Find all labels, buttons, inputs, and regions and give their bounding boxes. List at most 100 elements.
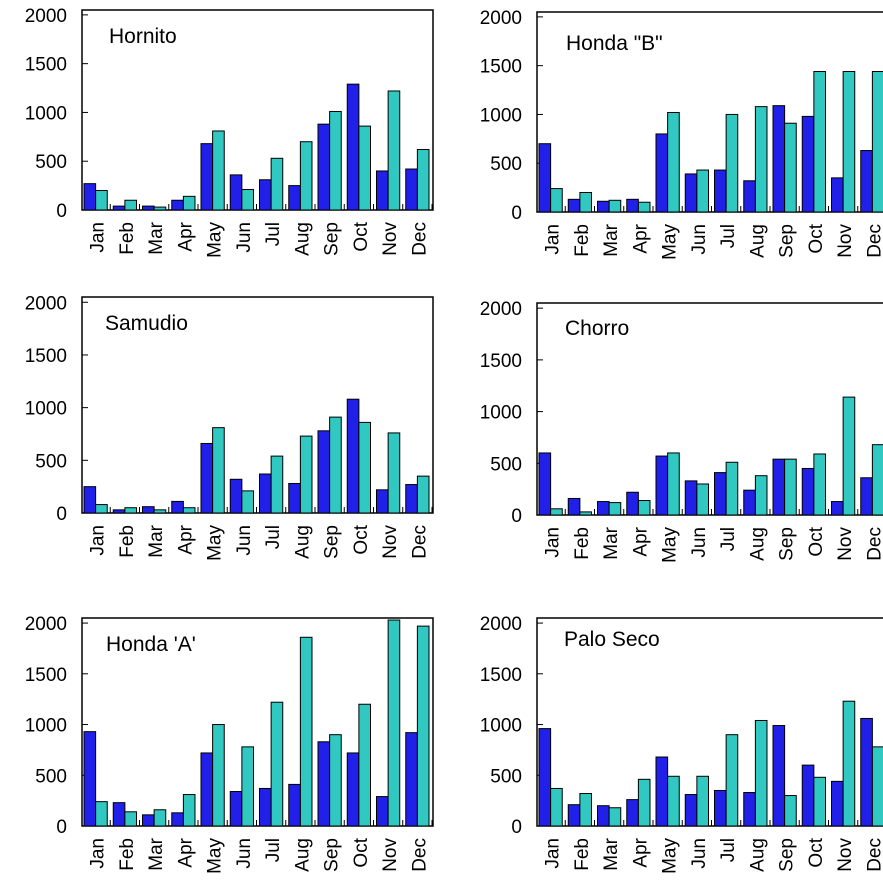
bar-mar-series-1 [597,501,610,516]
y-tick-label: 0 [56,201,67,222]
x-tick-label: Apr [175,837,196,867]
x-tick-label: Sep [322,525,343,559]
bar-feb-series-1 [567,804,581,827]
x-tick-label: Dec [864,527,883,561]
bar-apr-series-1 [171,199,184,211]
bar-jul-series-1 [259,473,272,514]
y-tick-label: 500 [35,766,67,787]
y-tick-label: 0 [56,817,67,838]
bar-jul-series-1 [259,787,272,827]
bar-may-series-1 [200,143,214,211]
bar-mar-series-1 [142,506,155,514]
bar-oct-series-2 [358,125,371,211]
bar-nov-series-2 [842,71,856,213]
x-tick-label: Mar [146,837,167,870]
bar-may-series-1 [655,133,669,213]
bar-apr-series-2 [182,507,196,514]
bar-sep-series-2 [329,416,342,514]
bar-sep-series-2 [329,110,342,211]
y-tick-label: 500 [35,152,67,173]
y-tick-label: 2000 [480,8,522,29]
x-tick-label: Jul [263,222,284,246]
x-tick-label: Jul [718,527,739,551]
bar-aug-series-1 [288,482,301,514]
bar-dec-series-1 [405,168,418,211]
x-tick-label: Mar [146,221,167,254]
x-tick-label: May [660,224,681,260]
bar-jun-series-1 [229,174,243,211]
y-tick-label: 1000 [25,103,67,124]
x-tick-label: Mar [146,524,167,557]
bar-jul-series-2 [270,455,284,514]
bar-dec-series-1 [860,477,873,516]
x-tick-label: Sep [322,838,343,872]
bar-apr-series-2 [637,201,651,213]
panel-title: Honda 'A' [106,633,196,656]
chart-panel-3: Samudio 0 500 1000 1500 2000 Jan Feb Mar Apr May Ju… [25,293,434,561]
bar-aug-series-2 [754,719,768,827]
bar-feb-series-1 [112,205,126,211]
bar-dec-series-2 [871,71,883,213]
x-tick-label: Jun [234,222,255,253]
y-tick-label: 1000 [480,403,522,424]
bar-jul-series-1 [714,789,727,827]
x-tick-label: Sep [322,222,343,256]
bar-nov-series-1 [376,170,389,211]
x-tick-label: Nov [380,838,401,872]
bar-feb-series-1 [112,802,126,827]
bar-oct-series-1 [801,467,815,516]
bar-oct-series-1 [801,115,815,213]
y-tick-label: 0 [56,504,67,525]
bar-mar-series-2 [153,809,167,827]
bar-mar-series-2 [153,509,167,514]
x-tick-label: Oct [806,223,827,253]
bar-mar-series-2 [153,206,167,211]
bar-jan-series-1 [538,143,552,213]
x-tick-label: Oct [806,526,827,556]
x-tick-label: Jan [543,838,564,869]
bar-nov-series-2 [842,700,856,827]
bar-nov-series-2 [387,90,401,211]
x-tick-label: Feb [117,838,138,871]
bar-sep-series-1 [772,725,786,827]
bar-dec-series-2 [871,746,883,827]
bar-jul-series-2 [725,734,739,827]
bar-nov-series-1 [376,489,389,514]
x-tick-label: Aug [292,525,313,559]
bar-dec-series-1 [860,150,873,213]
bar-mar-series-1 [142,205,155,211]
x-tick-label: May [205,838,226,874]
x-tick-label: Aug [747,527,768,561]
x-tick-label: Jul [718,838,739,862]
bar-jul-series-2 [270,701,284,827]
bar-dec-series-1 [860,717,873,827]
bar-jan-series-2 [550,787,563,827]
x-tick-label: Sep [777,224,798,258]
bar-apr-series-2 [637,778,651,827]
bar-jul-series-1 [714,169,727,213]
bar-dec-series-2 [416,149,430,211]
bar-sep-series-1 [772,458,786,516]
bar-feb-series-1 [112,509,126,514]
x-tick-label: Jun [689,527,710,558]
x-tick-label: Dec [409,838,430,872]
bar-nov-series-1 [831,177,844,213]
bar-nov-series-2 [842,396,856,516]
bar-nov-series-1 [831,501,844,516]
x-tick-label: Dec [864,224,883,258]
x-tick-label: Jan [88,838,109,869]
bar-jun-series-1 [229,791,243,827]
x-tick-label: Dec [409,222,430,256]
y-tick-label: 1000 [25,399,67,420]
x-tick-label: Jun [689,838,710,869]
bar-aug-series-1 [288,185,301,211]
bar-oct-series-1 [346,752,360,827]
y-tick-label: 1000 [480,716,522,737]
bar-may-series-2 [667,111,680,213]
bar-sep-series-1 [317,741,331,827]
y-tick-label: 1500 [25,55,67,76]
bar-mar-series-1 [142,814,155,827]
bar-aug-series-2 [754,106,768,213]
x-tick-label: Aug [292,222,313,256]
bar-aug-series-1 [743,180,756,213]
